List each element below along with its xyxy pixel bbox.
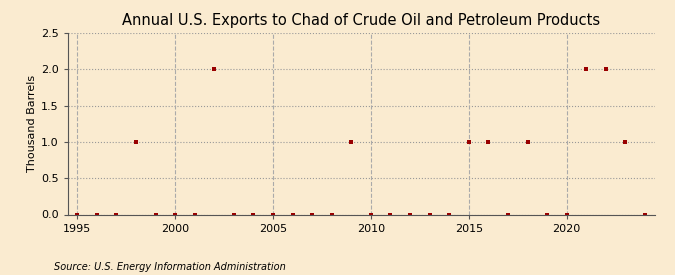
Y-axis label: Thousand Barrels: Thousand Barrels [26, 75, 36, 172]
Text: Source: U.S. Energy Information Administration: Source: U.S. Energy Information Administ… [54, 262, 286, 272]
Title: Annual U.S. Exports to Chad of Crude Oil and Petroleum Products: Annual U.S. Exports to Chad of Crude Oil… [122, 13, 600, 28]
